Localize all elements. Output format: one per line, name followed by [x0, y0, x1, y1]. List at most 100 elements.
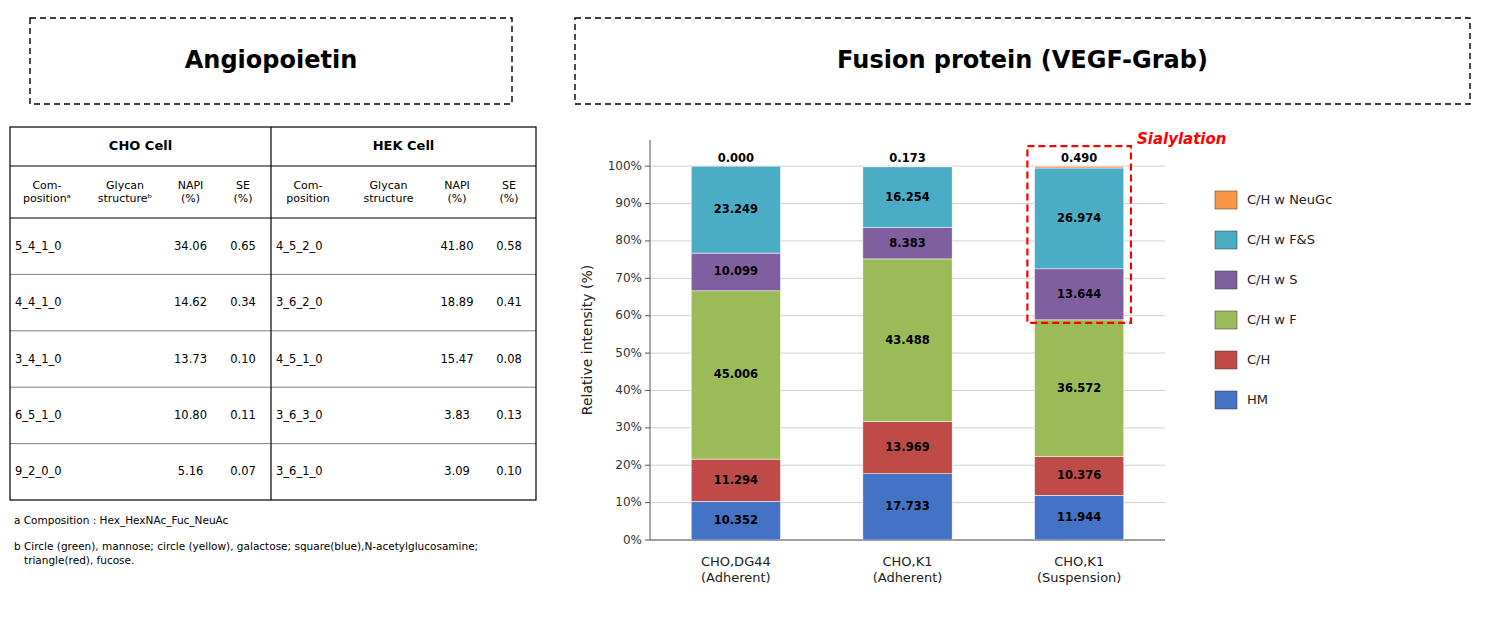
table-column-header: Glycanstructure	[364, 179, 414, 205]
table-cell: 3.83	[444, 408, 470, 422]
tick-mark	[645, 502, 650, 503]
tick-label: 80%	[615, 233, 642, 247]
text-line: triangle(red), fucose.	[14, 554, 134, 566]
data-label: 10.099	[714, 264, 758, 278]
data-label: 0.173	[889, 151, 925, 165]
table-cell: 3_6_2_0	[276, 295, 323, 309]
text-line: (%)	[499, 192, 518, 205]
table-cell: 13.73	[174, 352, 207, 366]
table-cell: 0.07	[230, 464, 256, 478]
table-cell: 3.09	[444, 464, 470, 478]
table-cell: 0.41	[496, 295, 522, 309]
table-cell: 0.08	[496, 352, 522, 366]
table-column-header: NAPI(%)	[178, 179, 204, 205]
text-line: CHO,K1	[882, 554, 932, 569]
bar	[1035, 495, 1124, 540]
text-line: Com-	[293, 179, 322, 192]
legend-entry: HM	[1247, 392, 1268, 407]
tick-label: 30%	[615, 420, 642, 434]
legend: C/H w NeuGc C/H w F&S C/H w S C/H w F C/H HM	[1215, 191, 1332, 409]
bar	[691, 166, 780, 253]
text-line: SE	[502, 179, 516, 192]
tick-label: 0%	[623, 533, 642, 547]
title: Fusion protein (VEGF-Grab)	[837, 46, 1208, 74]
data-label: 13.644	[1057, 287, 1101, 301]
data-label: 26.974	[1057, 211, 1101, 225]
bar	[691, 459, 780, 501]
table-cell: 0.34	[230, 295, 256, 309]
data-label: 23.249	[714, 202, 758, 216]
text-line: CHO,K1	[1054, 554, 1104, 569]
table-cell: 5_4_1_0	[15, 239, 62, 253]
tick-mark	[645, 465, 650, 466]
table-cell: 5.16	[178, 464, 204, 478]
data-label: 10.376	[1057, 468, 1101, 482]
bar	[691, 166, 780, 167]
data-label: 17.733	[885, 499, 929, 513]
legend-entry: C/H w S	[1247, 272, 1297, 287]
bar	[863, 167, 952, 228]
footnote: b Circle (green), mannose; circle (yello…	[14, 540, 478, 566]
table-cell: 4_5_1_0	[276, 352, 323, 366]
tick-mark	[645, 278, 650, 279]
legend-entry: C/H w NeuGc	[1247, 192, 1332, 207]
tick-label: 70%	[615, 271, 642, 285]
table-rule	[10, 217, 536, 218]
bar	[863, 228, 952, 259]
title-box	[30, 18, 512, 104]
table-cell: 0.10	[230, 352, 256, 366]
tick-label: CHO,K1(Adherent)	[873, 554, 943, 585]
text-line: structure	[364, 192, 414, 205]
annotation-box	[1027, 146, 1131, 323]
table: CHO CellCom-positionᵃGlycanstructureᵇNAP…	[10, 127, 536, 566]
data-label: 36.572	[1057, 381, 1101, 395]
data-label: 8.383	[889, 236, 925, 250]
footnote: a Composition : Hex_HexNAc_Fuc_NeuAc	[14, 514, 229, 527]
bar	[1035, 320, 1124, 457]
tick-label: 40%	[615, 383, 642, 397]
legend-entry: C/H	[1247, 352, 1270, 367]
bar	[1035, 166, 1124, 168]
bar	[863, 259, 952, 422]
table-cell: 4_4_1_0	[15, 295, 62, 309]
table-cell: 3_6_1_0	[276, 464, 323, 478]
table-group-header: HEK Cell	[373, 138, 435, 153]
legend-swatch	[1215, 271, 1237, 289]
bar	[1035, 168, 1124, 269]
tick-mark	[645, 427, 650, 428]
bars	[691, 166, 1124, 540]
annotation: Sialylation	[1137, 130, 1227, 148]
data-label: 45.006	[714, 367, 758, 381]
table-cell: 0.13	[496, 408, 522, 422]
text-line: SE	[236, 179, 250, 192]
data-label: 11.944	[1057, 510, 1101, 524]
table-column-header: Glycanstructureᵇ	[98, 179, 153, 205]
data-label: 43.488	[885, 333, 929, 347]
data-label: 0.490	[1061, 151, 1097, 165]
data-label: 0.000	[718, 151, 754, 165]
tick-label: 60%	[615, 308, 642, 322]
table-rule	[10, 387, 536, 388]
text-line: NAPI	[178, 179, 204, 192]
text-line: Glycan	[106, 179, 144, 192]
bar	[863, 166, 952, 168]
table-column-header: Com-positionᵃ	[23, 179, 71, 205]
figure: AngiopoietinCHO CellCom-positionᵃGlycans…	[0, 0, 1500, 637]
text-line: (Adherent)	[873, 570, 943, 585]
table-cell: 10.80	[174, 408, 207, 422]
text-line: a Composition : Hex_HexNAc_Fuc_NeuAc	[14, 514, 229, 527]
legend-entry: C/H w F	[1247, 312, 1297, 327]
text-line: positionᵃ	[23, 192, 71, 205]
legend-swatch	[1215, 311, 1237, 329]
text-line: NAPI	[444, 179, 470, 192]
tick-label: 90%	[615, 196, 642, 210]
table-cell: 0.58	[496, 239, 522, 253]
table-cell: 9_2_0_0	[15, 464, 62, 478]
text-line: b Circle (green), mannose; circle (yello…	[14, 540, 478, 552]
tick-mark	[645, 166, 650, 167]
tick-mark	[645, 240, 650, 241]
data-label: 11.294	[714, 473, 758, 487]
title: Angiopoietin	[185, 46, 358, 74]
table-cell: 0.65	[230, 239, 256, 253]
legend-entry: C/H w F&S	[1247, 232, 1315, 247]
